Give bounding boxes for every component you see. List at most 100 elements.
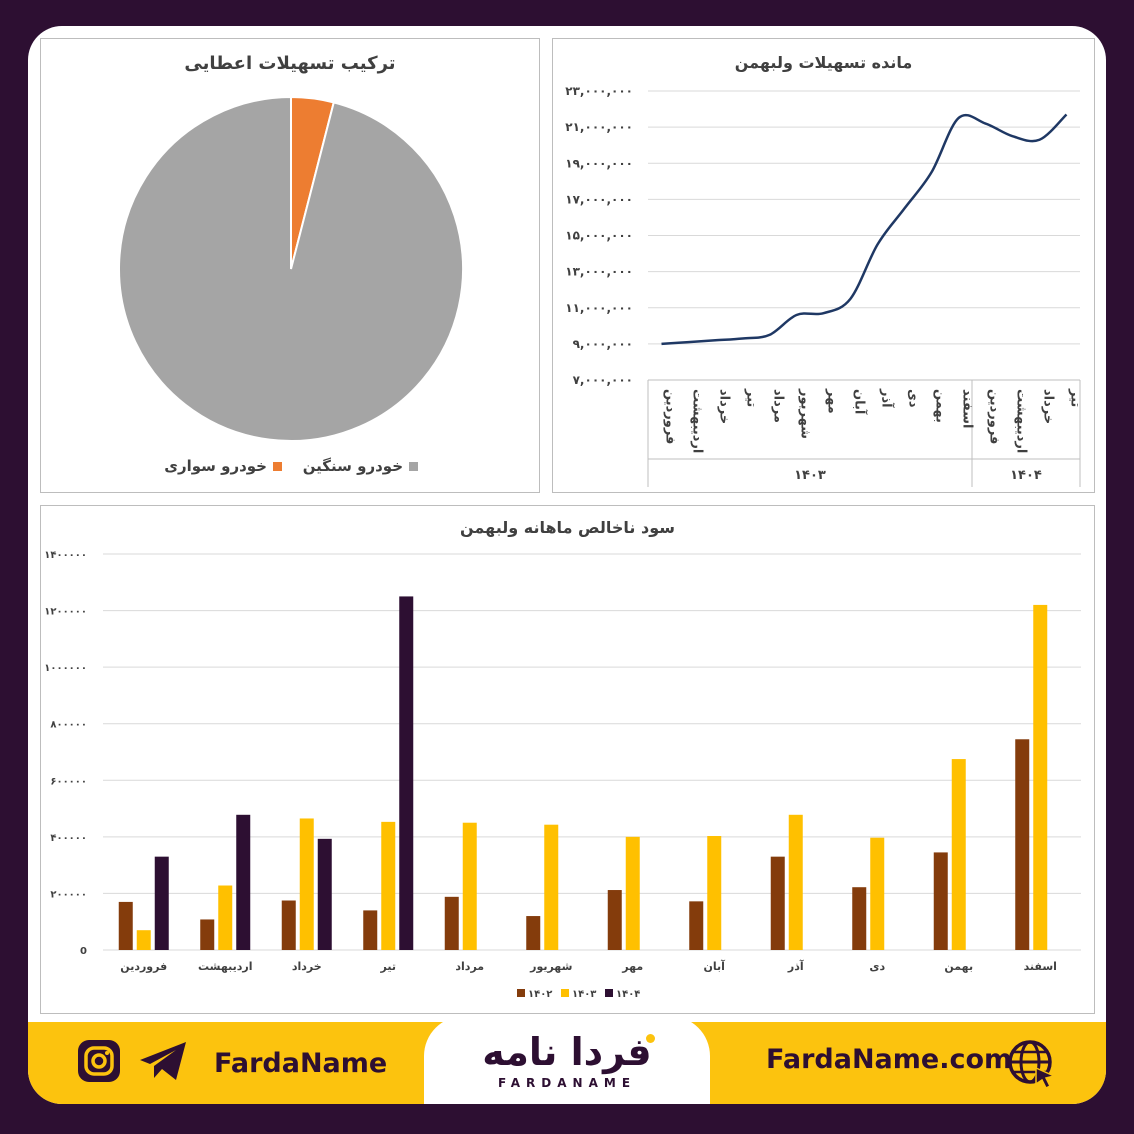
bar-y-tick: ۱۴۰۰۰۰۰ [44,550,87,561]
line-group-label: ۱۴۰۴ [1010,468,1042,483]
bar [870,837,885,950]
line-x-tick: بهمن [933,389,948,423]
bar-x-tick: خرداد [292,960,322,973]
line-y-tick: ۱۷,۰۰۰,۰۰۰ [565,192,633,206]
bar [444,896,459,950]
bar [933,852,948,950]
globe-icon[interactable] [1006,1038,1058,1094]
bar [770,856,785,950]
pie-legend-swatch [273,462,282,471]
line-y-tick: ۱۵,۰۰۰,۰۰۰ [565,229,633,243]
line-x-tick: اردیبهشت [690,389,705,453]
bar [689,901,704,950]
bar-x-tick: آبان [704,959,726,973]
website-link[interactable]: FardaName.com [766,1044,1013,1075]
line-x-tick: شهریور [798,388,813,439]
bar [399,596,414,950]
bar-chart: 0 ۲۰۰۰۰۰ ۴۰۰۰۰۰ ۶۰۰۰۰۰ ۸۰۰۰۰۰ ۱۰۰۰۰۰۰ ۱۲۰۰۰۰۰ ۱… [44,550,1081,1000]
bar-x-tick: فروردین [120,960,167,973]
bar [788,814,803,950]
instagram-icon[interactable] [76,1038,122,1088]
bar-y-tick: 0 [80,946,87,957]
line-y-tick: ۱۳,۰۰۰,۰۰۰ [565,265,633,279]
bar-x-tick: دی [869,960,885,973]
bar-y-tick: ۱۲۰۰۰۰۰ [44,607,87,618]
line-chart-title: مانده تسهیلات ولبهمن [734,53,913,72]
bar-legend-swatch [605,989,613,997]
bar [1015,739,1030,950]
pie-chart-title: ترکیب تسهیلات اعطایی [184,53,396,74]
bar [236,814,251,950]
line-x-tick: تیر [744,388,759,407]
bar-y-tick: ۶۰۰۰۰۰ [50,776,87,787]
footer-bar: FardaName فردا نامه FARDANAME FardaName.… [28,1016,1106,1104]
bar [154,856,169,950]
bar-y-tick: ۴۰۰۰۰۰ [50,833,87,844]
line-x-tick: مهر [825,388,840,414]
bar [381,821,396,950]
line-group-label: ۱۴۰۳ [794,468,826,483]
bar-x-tick: مرداد [455,960,484,973]
infographic-card: ترکیب تسهیلات اعطایی خودرو سواری خودرو سن… [28,26,1106,1104]
line-chart: ۷,۰۰۰,۰۰۰ ۹,۰۰۰,۰۰۰ ۱۱,۰۰۰,۰۰۰ ۱۳,۰۰۰,۰۰۰ ۱۵… [565,84,1083,487]
line-x-tick: اردیبهشت [1014,389,1029,453]
bar [317,838,332,950]
bar-y-tick: ۱۰۰۰۰۰۰ [44,663,87,674]
line-x-tick: دی [906,389,921,408]
bar-legend-swatch [561,989,569,997]
bar-chart-title: سود ناخالص ماهانه ولبهمن [460,518,675,537]
line-y-tick: ۱۹,۰۰۰,۰۰۰ [565,156,633,170]
line-x-tick: آبان [852,389,869,415]
bar [1033,604,1048,950]
bar-legend-swatch [517,989,525,997]
bar [136,930,151,950]
line-x-tick: فروردین [987,389,1002,444]
line-x-tick: فروردین [663,389,678,444]
bar-x-tick: اردیبهشت [198,960,252,973]
logo-persian-text: فردا نامه [482,1030,652,1074]
pie-slice [118,95,464,442]
bar [200,919,215,950]
pie-chart-panel: ترکیب تسهیلات اعطایی خودرو سواری خودرو سن… [40,38,540,493]
bar [852,887,867,950]
bar-x-tick: تیر [380,960,396,973]
logo-dot [646,1034,655,1043]
bar-x-tick: مهر [621,960,643,973]
bar-x-tick: اسفند [1024,960,1057,973]
bar-y-tick: ۲۰۰۰۰۰ [50,889,87,900]
bar [951,759,966,950]
line-x-tick: مرداد [771,389,786,423]
line-series [661,113,1068,346]
bar-chart-panel: سود ناخالص ماهانه ولبهمن 0 ۲۰۰۰۰۰ ۴۰۰۰۰۰ ۶۰… [40,505,1095,1014]
line-y-tick: ۱۱,۰۰۰,۰۰۰ [565,301,633,315]
bar-legend-label: ۱۴۰۲ [528,989,552,1000]
bar [625,836,640,950]
line-y-tick: ۲۳,۰۰۰,۰۰۰ [565,84,633,98]
fardaname-logo: فردا نامه FARDANAME [424,1016,710,1104]
bar-x-tick: شهریور [529,960,572,973]
line-y-tick: ۷,۰۰۰,۰۰۰ [573,373,633,387]
bar [462,822,477,950]
pie-legend-swatch [409,462,418,471]
bar-legend-label: ۱۴۰۴ [616,989,640,1000]
bar [363,910,378,950]
line-y-tick: ۹,۰۰۰,۰۰۰ [573,337,633,351]
line-x-tick: اسفند [960,389,975,428]
bar [544,824,559,950]
bar [707,836,722,950]
line-chart-panel: مانده تسهیلات ولبهمن ۷,۰۰۰,۰۰۰ ۹,۰۰۰,۰۰۰ ۱… [552,38,1095,493]
bar-y-tick: ۸۰۰۰۰۰ [50,720,87,731]
bar [218,885,233,950]
bar [281,900,296,950]
social-handle[interactable]: FardaName [214,1047,388,1079]
bar-legend-label: ۱۴۰۳ [572,989,596,1000]
telegram-icon[interactable] [136,1038,190,1088]
bar [118,901,133,950]
line-x-tick: تیر [1068,388,1083,407]
line-y-tick: ۲۱,۰۰۰,۰۰۰ [565,120,633,134]
pie-legend-label: خودرو سواری [164,457,267,475]
bar [526,916,541,950]
pie-legend-label: خودرو سنگین [303,457,403,475]
logo-latin-text: FARDANAME [497,1076,637,1090]
line-x-tick: خرداد [717,389,732,424]
